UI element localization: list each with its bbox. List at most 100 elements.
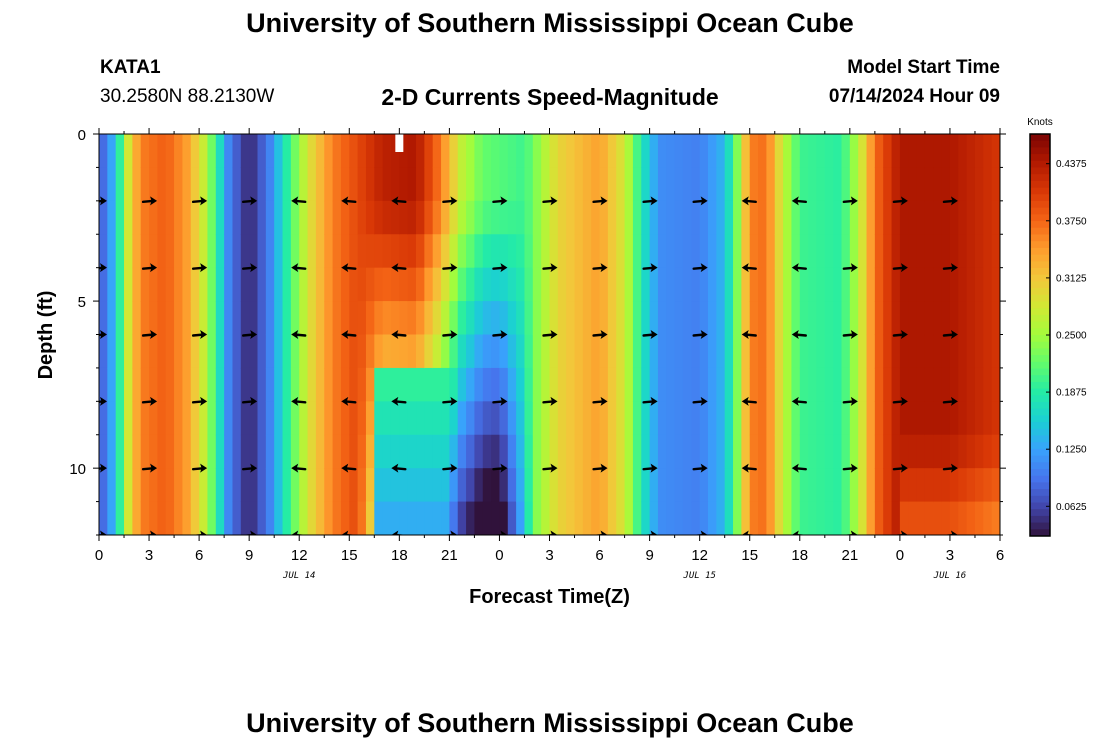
arrow-head: [550, 330, 558, 339]
heatmap-cell: [791, 267, 801, 302]
heatmap-cell: [299, 434, 309, 469]
arrow-head: [200, 330, 208, 339]
arrow-head: [550, 530, 558, 535]
heatmap-cell: [708, 468, 717, 503]
current-arrow: [391, 330, 407, 339]
heatmap-cell: [232, 434, 242, 469]
heatmap-cell: [924, 234, 934, 269]
heatmap-cell: [908, 200, 918, 235]
arrow-head: [150, 396, 158, 406]
heatmap-cell: [649, 267, 659, 302]
heatmap-cell: [491, 434, 501, 469]
current-arrow: [241, 463, 258, 473]
heatmap-cell: [290, 468, 300, 503]
heatmap-cell: [157, 267, 167, 302]
heatmap-cell: [532, 468, 542, 503]
heatmap-cell: [466, 200, 476, 235]
current-arrow: [341, 396, 357, 406]
heatmap-cell: [199, 468, 209, 503]
heatmap-cell: [324, 200, 334, 235]
heatmap-cell: [399, 334, 409, 369]
heatmap-cell: [949, 434, 959, 469]
heatmap-cell: [365, 434, 375, 469]
heatmap-cell: [616, 367, 626, 402]
current-arrow: [191, 396, 208, 406]
heatmap-cell: [215, 301, 225, 336]
arrow-head: [850, 196, 858, 206]
heatmap-cell: [974, 200, 984, 235]
heatmap-cell: [574, 301, 584, 336]
current-arrow: [241, 263, 258, 273]
heatmap-cell: [607, 401, 617, 436]
heatmap-cell: [916, 301, 926, 336]
arrow-head: [250, 463, 258, 473]
heatmap-cell: [532, 200, 542, 235]
heatmap-cell: [315, 501, 325, 535]
heatmap-cell: [916, 167, 926, 202]
heatmap-cell: [933, 367, 943, 402]
heatmap-cell: [824, 434, 834, 469]
arrow-head: [700, 330, 708, 339]
arrow-head: [950, 196, 958, 206]
heatmap-cell: [916, 234, 926, 269]
heatmap-cell: [115, 301, 125, 336]
heatmap-cell: [541, 434, 551, 469]
heatmap-cell: [399, 501, 409, 535]
heatmap-cell: [858, 234, 868, 269]
arrow-head: [391, 530, 399, 535]
arrow-head: [900, 263, 908, 273]
current-arrow: [842, 463, 858, 473]
heatmap-cell: [432, 401, 442, 436]
heatmap-cell: [324, 367, 334, 402]
heatmap-cell: [941, 167, 951, 202]
heatmap-cell: [941, 434, 951, 469]
heatmap-cell: [716, 167, 726, 202]
heatmap-cell: [124, 468, 133, 503]
heatmap-cell: [332, 468, 342, 503]
heatmap-cell: [833, 334, 843, 369]
current-arrow: [291, 263, 307, 273]
heatmap-cell: [632, 167, 642, 202]
heatmap-cell: [941, 401, 951, 436]
heatmap-cell: [407, 401, 417, 436]
x-tick-label: 3: [946, 547, 954, 564]
heatmap-cell: [657, 468, 667, 503]
heatmap-cell: [824, 301, 834, 336]
heatmap-cell: [557, 401, 567, 436]
heatmap-cell: [974, 401, 984, 436]
heatmap-cell: [265, 301, 275, 336]
heatmap-cell: [607, 234, 617, 269]
heatmap-cell: [582, 200, 592, 235]
heatmap-cell: [874, 200, 884, 235]
heatmap-cell: [591, 167, 601, 202]
heatmap-cell: [783, 501, 793, 535]
heatmap-cell: [190, 134, 200, 169]
heatmap-cell: [257, 200, 267, 235]
colorbar-swatch: [1030, 160, 1050, 168]
heatmap-cell: [115, 167, 125, 202]
heatmap-cell: [874, 468, 884, 503]
heatmap-cell: [741, 234, 751, 269]
heatmap-cell: [107, 468, 117, 503]
heatmap-cell: [382, 334, 392, 369]
heatmap-cell: [708, 234, 717, 269]
current-arrow: [241, 396, 258, 406]
heatmap-cell: [240, 367, 250, 402]
colorbar-swatch: [1030, 274, 1050, 282]
heatmap-cell: [874, 434, 884, 469]
arrow-head: [950, 463, 958, 473]
heatmap-cell: [774, 401, 784, 436]
arrow-head: [200, 396, 208, 406]
arrow-head: [200, 463, 208, 473]
heatmap-cell: [157, 200, 167, 235]
heatmap-cell: [741, 267, 751, 302]
heatmap-cell: [115, 367, 125, 402]
heatmap-cell: [808, 401, 818, 436]
heatmap-cell: [182, 401, 192, 436]
heatmap-cell: [282, 301, 292, 336]
heatmap-cell: [699, 401, 709, 436]
heatmap: [99, 134, 1000, 535]
colorbar-swatch: [1030, 147, 1050, 155]
arrow-head: [850, 396, 858, 406]
heatmap-cell: [449, 301, 459, 336]
